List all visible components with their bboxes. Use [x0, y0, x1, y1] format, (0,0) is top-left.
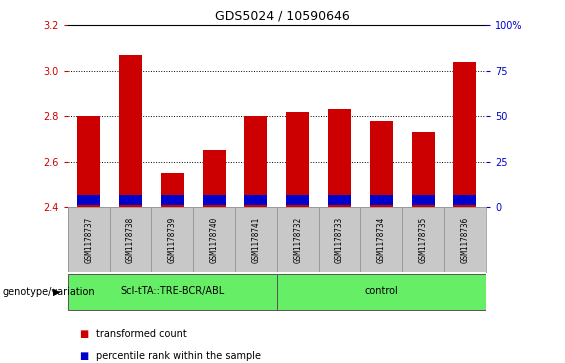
Bar [328, 195, 351, 205]
Bar [77, 116, 100, 207]
Bar [286, 195, 309, 205]
Text: GSM1178737: GSM1178737 [84, 216, 93, 263]
Text: ■: ■ [79, 329, 88, 339]
Text: GSM1178739: GSM1178739 [168, 216, 177, 263]
Bar [412, 195, 434, 205]
Text: GSM1178732: GSM1178732 [293, 216, 302, 263]
Text: GSM1178740: GSM1178740 [210, 216, 219, 263]
Text: ScI-tTA::TRE-BCR/ABL: ScI-tTA::TRE-BCR/ABL [120, 286, 224, 297]
Text: ■: ■ [79, 351, 88, 361]
Bar [77, 195, 100, 205]
Bar [68, 274, 277, 310]
Text: control: control [364, 286, 398, 297]
Text: GSM1178738: GSM1178738 [126, 216, 135, 263]
Text: transformed count: transformed count [96, 329, 187, 339]
Bar [203, 195, 225, 205]
Bar [454, 62, 476, 207]
Bar [277, 274, 486, 310]
Text: GSM1178734: GSM1178734 [377, 216, 386, 263]
Bar [328, 109, 351, 207]
Bar [245, 195, 267, 205]
Text: ▶: ▶ [53, 287, 60, 297]
Bar [370, 195, 393, 205]
Text: GSM1178736: GSM1178736 [460, 216, 470, 263]
Bar [412, 132, 434, 207]
Bar [161, 173, 184, 207]
Bar [119, 195, 142, 205]
Bar [161, 195, 184, 205]
Text: GSM1178741: GSM1178741 [251, 216, 260, 263]
Text: GSM1178735: GSM1178735 [419, 216, 428, 263]
Text: GSM1178733: GSM1178733 [335, 216, 344, 263]
Bar [286, 111, 309, 207]
Text: GDS5024 / 10590646: GDS5024 / 10590646 [215, 9, 350, 22]
Bar [119, 55, 142, 207]
Text: percentile rank within the sample: percentile rank within the sample [96, 351, 261, 361]
Bar [370, 121, 393, 207]
Text: genotype/variation: genotype/variation [3, 287, 95, 297]
Bar [203, 150, 225, 207]
Bar [245, 116, 267, 207]
Bar [454, 195, 476, 205]
